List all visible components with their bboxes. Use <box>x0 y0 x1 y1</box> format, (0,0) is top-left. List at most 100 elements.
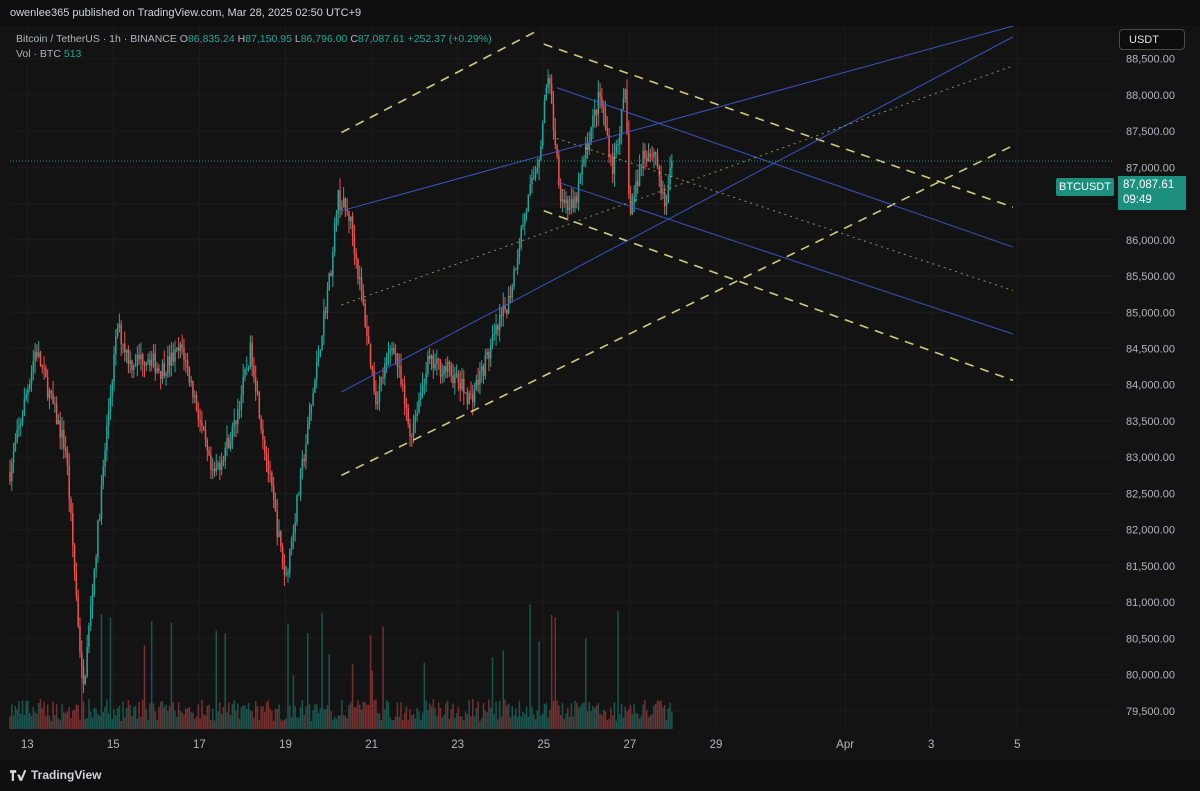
candle-body <box>9 471 11 482</box>
candle-body <box>484 354 487 376</box>
volume-bar <box>631 713 634 729</box>
candle-body <box>48 390 51 398</box>
candle-body <box>493 334 496 336</box>
time-tick-label: 25 <box>537 739 550 751</box>
candle-body <box>479 370 481 385</box>
volume-bar <box>430 706 433 729</box>
candle-body <box>556 145 558 157</box>
volume-bar <box>104 706 106 729</box>
price-chart[interactable]: 88,500.0088,000.0087,500.0087,000.0086,5… <box>0 26 1200 786</box>
volume-bar <box>371 670 374 729</box>
price-axis[interactable]: 88,500.0088,000.0087,500.0087,000.0086,5… <box>1126 54 1175 718</box>
candle-body <box>247 367 250 370</box>
candle-body <box>131 360 133 370</box>
candle-body <box>328 272 331 291</box>
candle-body <box>80 652 83 667</box>
candle-body <box>301 459 304 471</box>
volume-bar <box>39 699 42 729</box>
volume-bar <box>168 706 171 729</box>
volume-bar <box>572 716 574 729</box>
candle-body <box>389 350 391 353</box>
volume-bar <box>116 708 119 729</box>
volume-bar <box>529 604 531 729</box>
volume-bar <box>450 709 452 729</box>
candle-body <box>378 384 381 402</box>
channel-line <box>556 137 1014 292</box>
volume-bar <box>622 717 625 729</box>
candle-body <box>427 355 429 374</box>
volume-bar <box>353 707 356 729</box>
volume-bar <box>147 719 149 729</box>
candle-body <box>125 349 128 353</box>
volume-bar <box>633 704 635 729</box>
candle-body <box>430 355 433 360</box>
volume-bar <box>464 711 467 729</box>
volume-bar <box>247 702 250 729</box>
candle-body <box>606 127 609 136</box>
tradingview-logo-icon <box>10 769 26 781</box>
time-axis[interactable]: 13 15 17 19 21 23 25 27 29 Apr 3 5 <box>21 739 1021 751</box>
candle-body <box>396 353 399 367</box>
price-tag-box: 87,087.61 09:49 <box>1118 176 1186 210</box>
volume-bar <box>527 716 530 729</box>
volume-bar <box>498 700 501 729</box>
tradingview-brand[interactable]: TradingView <box>10 768 101 782</box>
candle-body <box>520 227 522 248</box>
volume-bar <box>298 717 300 729</box>
volume-bar <box>314 704 316 729</box>
volume-bar <box>213 720 216 729</box>
volume-bar <box>536 710 539 729</box>
candle-body <box>515 269 517 271</box>
volume-bar <box>613 702 616 729</box>
candle-body <box>364 303 366 327</box>
volume-bar <box>333 716 336 729</box>
candle-body <box>16 429 18 443</box>
candle-body <box>163 363 166 376</box>
candle-body <box>339 190 341 210</box>
volume-bar <box>294 706 296 729</box>
volume-bar <box>538 641 540 729</box>
volume-bar <box>253 718 255 729</box>
candle-body <box>663 192 666 207</box>
candle-body <box>615 145 617 153</box>
candle-body <box>290 540 293 551</box>
candle-body <box>425 373 427 385</box>
candle-body <box>536 167 539 173</box>
volume-bar <box>534 719 537 729</box>
candle-body <box>579 175 582 181</box>
volume-bar <box>437 702 440 729</box>
volume-bar <box>502 650 504 729</box>
candle-body <box>409 423 411 437</box>
candle-body <box>197 410 200 420</box>
channel-drawings[interactable] <box>341 26 1014 477</box>
volume-bar <box>305 706 307 729</box>
candle-body <box>375 391 377 405</box>
volume-bar <box>409 709 411 729</box>
candle-body <box>122 343 124 345</box>
volume-bar <box>457 707 460 729</box>
candle-body <box>228 438 230 449</box>
candle-body <box>168 356 171 366</box>
volume-bar <box>30 715 33 729</box>
candle-body <box>63 429 65 448</box>
candle-body <box>441 374 444 377</box>
volume-bar <box>240 707 243 729</box>
candle-body <box>436 358 438 364</box>
volume-bar <box>100 614 103 729</box>
candle-body <box>565 199 567 204</box>
candle-body <box>522 224 524 228</box>
candle-body <box>136 354 139 366</box>
volume-bar <box>662 707 664 729</box>
volume-bar <box>283 719 286 729</box>
candle-body <box>254 377 257 392</box>
volume-bar <box>658 701 661 729</box>
candle-body <box>172 352 174 362</box>
candle-body <box>470 393 472 395</box>
volume-bar <box>145 708 148 729</box>
volume-bar <box>475 707 478 729</box>
candle-body <box>333 223 336 253</box>
volume-bar <box>454 717 456 729</box>
candle-body <box>296 494 298 523</box>
currency-button[interactable]: USDT <box>1119 29 1185 50</box>
volume-bar <box>115 715 117 729</box>
